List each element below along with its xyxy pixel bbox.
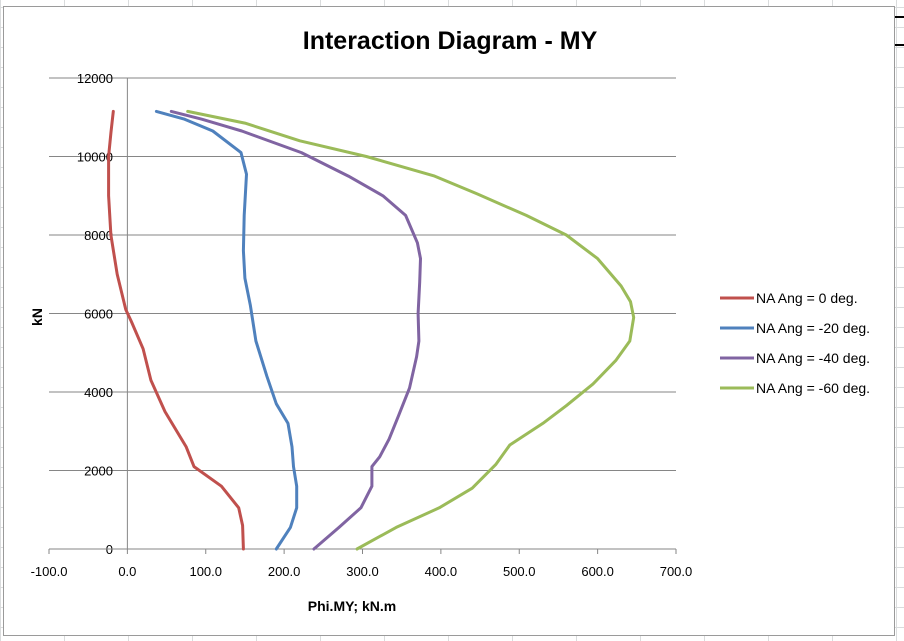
chart-title: Interaction Diagram - MY <box>303 27 598 55</box>
legend-item: NA Ang = -20 deg. <box>720 320 870 336</box>
legend-item: NA Ang = -40 deg. <box>720 350 870 366</box>
legend-item: NA Ang = 0 deg. <box>720 290 858 306</box>
y-tick-label: 6000 <box>84 307 113 322</box>
x-tick-label: 400.0 <box>425 564 458 579</box>
legend-label: NA Ang = 0 deg. <box>756 290 858 306</box>
x-tick-label: 700.0 <box>660 564 693 579</box>
x-tick-label: 200.0 <box>268 564 301 579</box>
y-tick-label: 10000 <box>77 150 113 165</box>
legend-label: NA Ang = -20 deg. <box>756 320 870 336</box>
y-tick-label: 12000 <box>77 71 113 86</box>
cell-border-mark <box>893 44 904 46</box>
y-tick-label: 8000 <box>84 228 113 243</box>
series-line-0 <box>107 109 245 551</box>
series-line-1 <box>154 109 299 551</box>
legend: NA Ang = 0 deg. NA Ang = -20 deg. NA Ang =… <box>720 290 870 396</box>
y-tick-label: 4000 <box>84 385 113 400</box>
x-tick-label: 100.0 <box>189 564 222 579</box>
x-tick-label: 300.0 <box>346 564 379 579</box>
chart-area[interactable]: 020004000600080001000012000-100.00.0100.… <box>3 6 895 636</box>
chart-svg: 020004000600080001000012000-100.00.0100.… <box>29 27 870 614</box>
series-lines <box>107 109 636 551</box>
legend-item: NA Ang = -60 deg. <box>720 380 870 396</box>
x-tick-label: -100.0 <box>31 564 68 579</box>
series-line-2 <box>169 109 422 551</box>
x-tick-label: 500.0 <box>503 564 536 579</box>
x-tick-label: 0.0 <box>118 564 136 579</box>
cell-border-mark <box>893 16 904 18</box>
axes: 020004000600080001000012000-100.00.0100.… <box>31 71 693 579</box>
legend-label: NA Ang = -40 deg. <box>756 350 870 366</box>
x-tick-label: 600.0 <box>581 564 614 579</box>
y-tick-label: 2000 <box>84 464 113 479</box>
x-axis-title: Phi.MY; kN.m <box>308 598 396 614</box>
legend-label: NA Ang = -60 deg. <box>756 380 870 396</box>
gridlines <box>49 77 676 471</box>
series-line-3 <box>186 109 636 551</box>
y-axis-title: kN <box>29 308 45 326</box>
